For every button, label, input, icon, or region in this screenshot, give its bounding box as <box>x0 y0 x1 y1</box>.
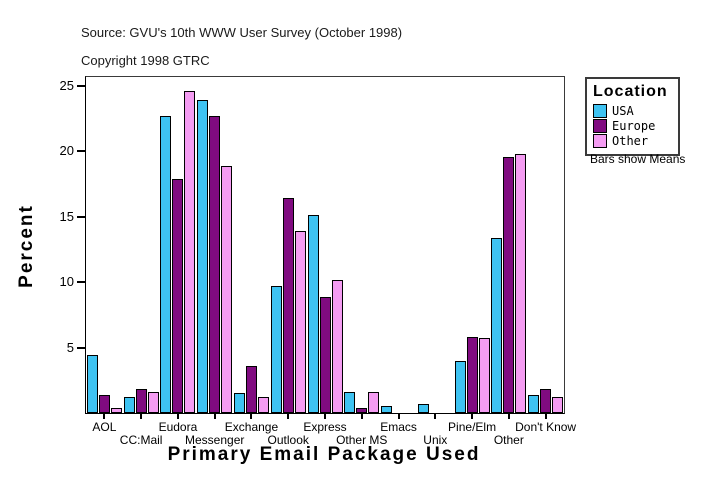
x-axis-tick <box>250 413 253 419</box>
bar-usa <box>160 116 172 413</box>
copyright-text: Copyright 1998 GTRC <box>81 53 210 68</box>
legend-swatch-other <box>593 134 607 148</box>
category-label: Eudora <box>158 420 198 434</box>
bar-usa <box>233 393 245 413</box>
x-axis-tick <box>397 413 400 419</box>
x-axis-title: Primary Email Package Used <box>167 444 481 465</box>
legend-box: Location USA Europe Other <box>585 77 680 156</box>
bar-other <box>221 166 233 413</box>
bar-europe <box>540 389 552 413</box>
x-axis-tick <box>471 413 474 419</box>
legend-note: Bars show Means <box>590 152 686 166</box>
bar-usa <box>270 286 282 413</box>
category-label: Unix <box>423 433 448 447</box>
category-label: Pine/Elm <box>448 420 497 434</box>
bar-other <box>184 91 196 413</box>
bar-other <box>331 280 343 413</box>
legend-item-europe: Europe <box>593 119 674 133</box>
bar-europe <box>172 179 184 413</box>
category-label: Don't Know <box>515 420 577 434</box>
legend-swatch-europe <box>593 119 607 133</box>
bar-usa <box>197 100 209 413</box>
bar-europe <box>135 389 147 413</box>
category-label: CC:Mail <box>119 433 163 447</box>
x-axis-tick <box>434 413 437 419</box>
legend-title: Location <box>593 83 668 100</box>
category-label: AOL <box>92 420 117 434</box>
bar-europe <box>356 408 368 413</box>
bar-usa <box>86 355 98 413</box>
category-label: Other <box>493 433 524 447</box>
y-axis-tick-label: 5 <box>66 339 74 355</box>
x-axis-tick <box>140 413 143 419</box>
y-axis-tick-label: 20 <box>59 143 74 159</box>
bar-europe <box>319 297 331 413</box>
legend-label: USA <box>612 104 634 118</box>
bar-usa <box>417 404 429 413</box>
legend-swatch-usa <box>593 104 607 118</box>
bar-usa <box>454 361 466 413</box>
x-axis-tick <box>360 413 363 419</box>
x-axis-tick <box>213 413 216 419</box>
y-axis-tick <box>77 281 85 284</box>
bar-europe <box>245 366 257 413</box>
bar-other <box>478 338 490 413</box>
bar-other <box>368 392 380 413</box>
legend-label: Europe <box>612 119 656 133</box>
bar-other <box>515 154 527 413</box>
category-label: Other MS <box>336 433 388 447</box>
y-axis-tick-label: 15 <box>59 208 74 224</box>
y-axis-tick-label: 10 <box>59 274 74 290</box>
x-axis-tick <box>324 413 326 419</box>
y-axis-tick <box>77 346 85 349</box>
y-axis-title: Percent <box>16 204 37 288</box>
x-axis-tick <box>544 413 547 419</box>
legend-item-usa: USA <box>593 104 674 118</box>
bar-other <box>257 397 269 413</box>
bar-usa <box>528 395 540 413</box>
source-text: Source: GVU's 10th WWW User Survey (Octo… <box>81 25 403 40</box>
bar-usa <box>307 215 319 413</box>
category-label: Exchange <box>224 420 279 434</box>
x-axis-tick <box>176 413 179 419</box>
bar-usa <box>381 406 393 413</box>
bar-europe <box>503 157 515 413</box>
category-label: Express <box>303 420 347 434</box>
bar-europe <box>209 116 221 413</box>
legend-item-other: Other <box>593 134 674 148</box>
category-label: Outlook <box>267 433 309 447</box>
y-axis-tick <box>77 215 85 218</box>
bar-other <box>147 392 159 413</box>
y-axis-tick <box>77 85 85 87</box>
x-axis-tick <box>287 413 290 419</box>
bar-europe <box>282 198 294 413</box>
bar-other <box>552 397 564 413</box>
bar-other <box>110 408 122 413</box>
bar-europe <box>466 337 478 413</box>
category-label: Emacs <box>380 420 417 434</box>
bar-europe <box>98 395 110 413</box>
plot-area: 5 10 15 20 25 AOL CC:Mail Eudora Messenger Exchan… <box>60 76 576 447</box>
x-axis-tick <box>103 413 106 419</box>
y-axis-tick <box>77 150 85 153</box>
bar-usa <box>491 238 503 413</box>
x-axis-tick <box>507 413 510 419</box>
legend-label: Other <box>612 134 649 148</box>
category-label: Messenger <box>185 433 245 447</box>
bar-usa <box>344 392 356 413</box>
bar-usa <box>123 397 135 413</box>
legend-items: USA Europe Other <box>591 104 674 148</box>
y-axis-tick-label: 25 <box>59 78 74 93</box>
bar-other <box>294 231 306 413</box>
